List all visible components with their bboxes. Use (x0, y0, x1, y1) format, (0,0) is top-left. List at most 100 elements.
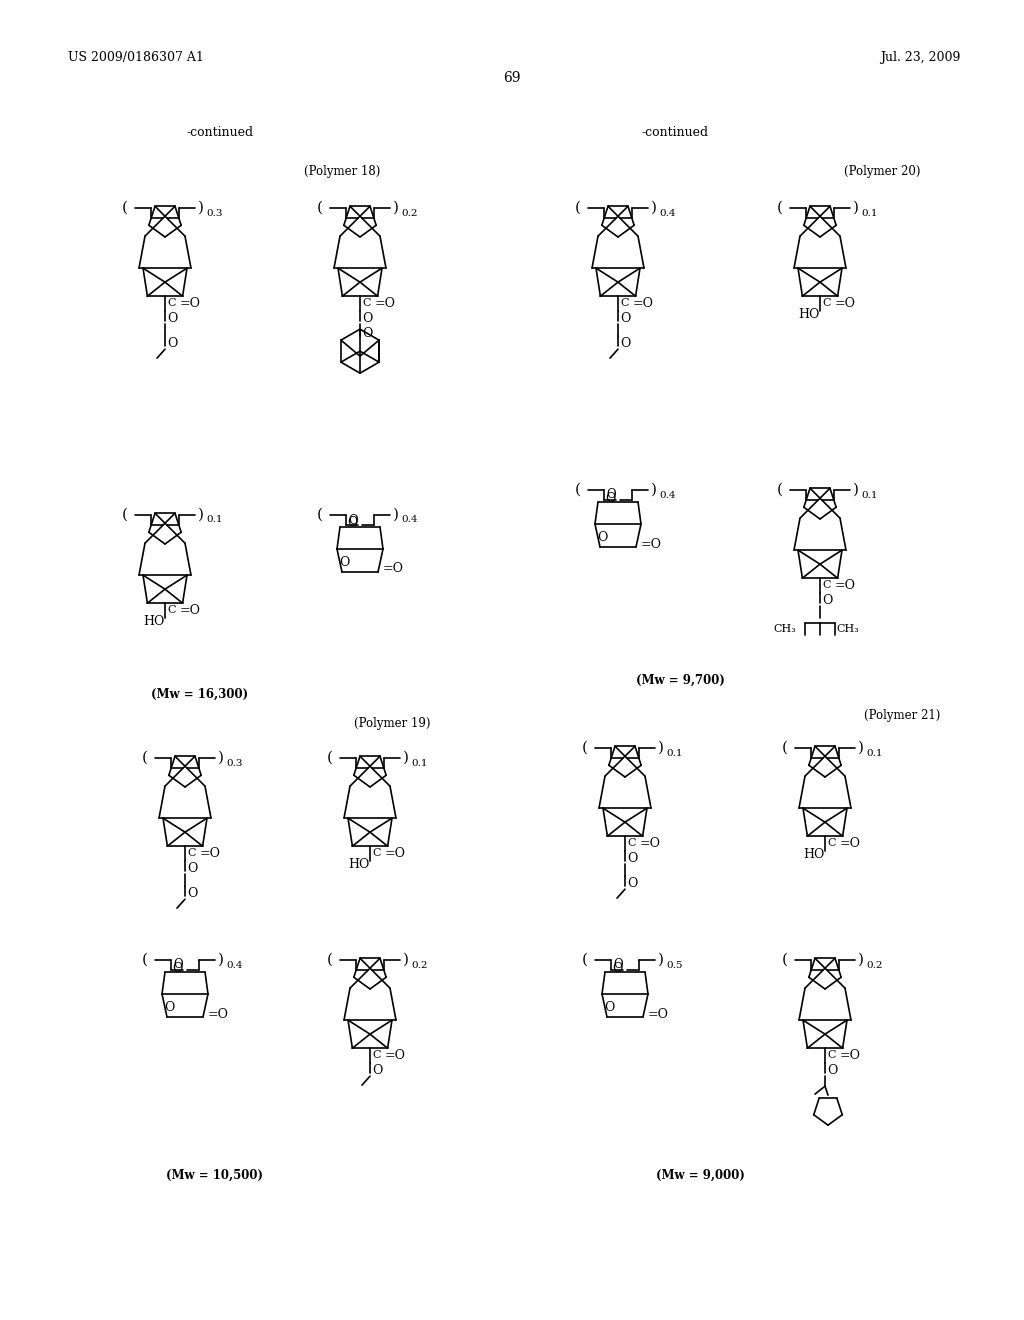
Text: ): ) (651, 201, 657, 215)
Text: ): ) (858, 741, 864, 755)
Text: O: O (167, 312, 177, 325)
Text: C: C (167, 298, 175, 308)
Text: (: ( (327, 751, 333, 766)
Text: HO: HO (143, 615, 165, 627)
Text: C: C (627, 838, 636, 849)
Text: C: C (372, 849, 381, 858)
Text: O: O (339, 556, 349, 569)
Text: (Polymer 18): (Polymer 18) (304, 165, 380, 178)
Text: 0.1: 0.1 (206, 516, 222, 524)
Text: 0.2: 0.2 (411, 961, 427, 969)
Text: CH₃: CH₃ (836, 624, 859, 634)
Text: O: O (172, 961, 182, 974)
Text: O: O (613, 958, 623, 972)
Text: 0.1: 0.1 (861, 209, 878, 218)
Text: (Mw = 9,700): (Mw = 9,700) (636, 673, 724, 686)
Text: 0.4: 0.4 (226, 961, 243, 969)
Text: C: C (822, 581, 830, 590)
Text: O: O (627, 851, 637, 865)
Text: O: O (167, 337, 177, 350)
Text: O: O (372, 1064, 382, 1077)
Text: O: O (620, 312, 631, 325)
Text: O: O (164, 1001, 174, 1014)
Text: 0.4: 0.4 (659, 491, 676, 499)
Text: (Mw = 9,000): (Mw = 9,000) (655, 1168, 744, 1181)
Text: O: O (620, 337, 631, 350)
Text: (: ( (142, 953, 148, 968)
Text: (: ( (575, 201, 581, 215)
Text: C: C (822, 298, 830, 308)
Text: O: O (362, 326, 373, 339)
Text: (: ( (582, 953, 588, 968)
Text: =O: =O (180, 603, 201, 616)
Text: HO: HO (803, 847, 824, 861)
Text: (Mw = 10,500): (Mw = 10,500) (167, 1168, 263, 1181)
Text: O: O (827, 1064, 838, 1077)
Text: ): ) (658, 741, 664, 755)
Text: C: C (362, 298, 371, 308)
Text: =O: =O (375, 297, 396, 310)
Text: C: C (167, 605, 175, 615)
Text: (: ( (122, 201, 128, 215)
Text: ): ) (198, 508, 204, 521)
Text: =O: =O (640, 837, 662, 850)
Text: O: O (611, 961, 623, 974)
Text: O: O (822, 594, 833, 607)
Text: =O: =O (180, 297, 201, 310)
Text: (: ( (782, 741, 788, 755)
Text: =O: =O (840, 1048, 861, 1061)
Text: 69: 69 (503, 71, 521, 84)
Text: CH₃: CH₃ (773, 624, 796, 634)
Text: ): ) (393, 508, 399, 521)
Text: ): ) (393, 201, 399, 215)
Text: (Polymer 21): (Polymer 21) (863, 709, 940, 722)
Text: (: ( (575, 483, 581, 498)
Text: 0.5: 0.5 (666, 961, 683, 969)
Text: -continued: -continued (641, 127, 709, 140)
Text: O: O (627, 876, 637, 890)
Text: =O: =O (385, 846, 406, 859)
Text: =O: =O (383, 562, 404, 576)
Text: ): ) (853, 483, 859, 498)
Text: 0.1: 0.1 (866, 748, 883, 758)
Text: ): ) (651, 483, 657, 498)
Text: C: C (827, 1051, 836, 1060)
Text: Jul. 23, 2009: Jul. 23, 2009 (880, 50, 961, 63)
Text: ): ) (853, 201, 859, 215)
Text: HO: HO (798, 308, 819, 321)
Text: ): ) (658, 953, 664, 968)
Text: HO: HO (348, 858, 370, 871)
Text: (Polymer 19): (Polymer 19) (353, 717, 430, 730)
Text: ): ) (403, 953, 409, 968)
Text: 0.1: 0.1 (666, 748, 683, 758)
Text: 0.3: 0.3 (226, 759, 243, 767)
Text: O: O (606, 488, 615, 502)
Text: =O: =O (648, 1007, 669, 1020)
Text: (: ( (142, 751, 148, 766)
Text: (: ( (317, 201, 323, 215)
Text: O: O (173, 958, 183, 972)
Text: =O: =O (835, 297, 856, 310)
Text: C: C (620, 298, 629, 308)
Text: C: C (827, 838, 836, 849)
Text: O: O (362, 312, 373, 325)
Text: O: O (604, 1001, 614, 1014)
Text: (Polymer 20): (Polymer 20) (844, 165, 920, 178)
Text: =O: =O (208, 1007, 229, 1020)
Text: 0.1: 0.1 (411, 759, 427, 767)
Text: =O: =O (840, 837, 861, 850)
Text: C: C (187, 849, 196, 858)
Text: O: O (187, 887, 198, 900)
Text: (: ( (782, 953, 788, 968)
Text: (: ( (582, 741, 588, 755)
Text: =O: =O (385, 1048, 406, 1061)
Text: (: ( (777, 483, 783, 498)
Text: (: ( (777, 201, 783, 215)
Text: US 2009/0186307 A1: US 2009/0186307 A1 (68, 50, 204, 63)
Text: 0.4: 0.4 (401, 516, 418, 524)
Text: (Mw = 16,300): (Mw = 16,300) (152, 688, 249, 701)
Text: 0.2: 0.2 (866, 961, 883, 969)
Text: O: O (348, 513, 357, 527)
Text: =O: =O (641, 537, 662, 550)
Text: ): ) (858, 953, 864, 968)
